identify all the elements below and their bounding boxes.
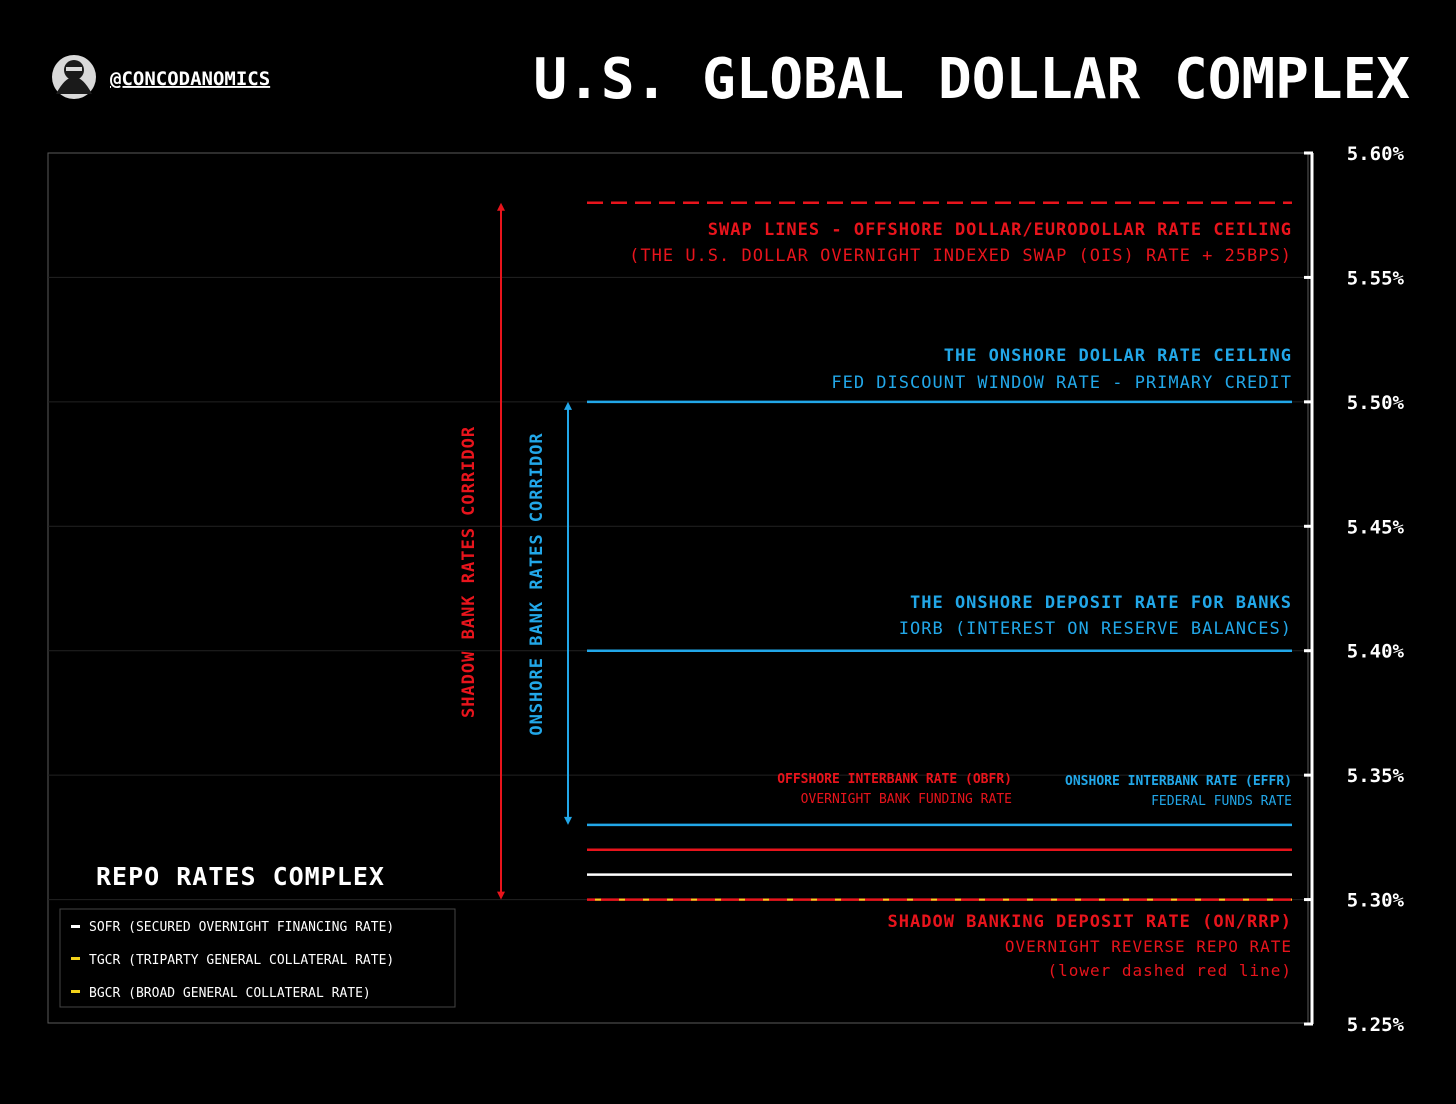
corridor-arrow-down-0 <box>497 891 505 900</box>
corridor-arrow-up-1 <box>564 401 572 410</box>
header: @CONCODANOMICS U.S. GLOBAL DOLLAR COMPLE… <box>52 47 1410 112</box>
deposit-title: THE ONSHORE DEPOSIT RATE FOR BANKS <box>910 593 1292 613</box>
corridor-arrow-down-1 <box>564 816 572 825</box>
plot-area <box>47 152 1309 1024</box>
legend-label: SOFR (SECURED OVERNIGHT FINANCING RATE) <box>89 920 394 935</box>
shadow-corridor-label: SHADOW BANK RATES CORRIDOR <box>459 426 479 718</box>
y-tick-label: 5.45% <box>1347 516 1405 538</box>
swap-title: SWAP LINES - OFFSHORE DOLLAR/EURODOLLAR … <box>708 220 1292 240</box>
legend-item: TGCR (TRIPARTY GENERAL COLLATERAL RATE) <box>71 953 394 968</box>
onshore-corridor-label: ONSHORE BANK RATES CORRIDOR <box>527 432 547 735</box>
legend-label: TGCR (TRIPARTY GENERAL COLLATERAL RATE) <box>89 953 394 968</box>
legend-swatch <box>71 990 80 993</box>
obfr-subtitle: OVERNIGHT BANK FUNDING RATE <box>801 792 1012 807</box>
obfr-title: OFFSHORE INTERBANK RATE (OBFR) <box>777 772 1012 787</box>
ceiling-title: THE ONSHORE DOLLAR RATE CEILING <box>944 346 1292 366</box>
y-tick-label: 5.30% <box>1347 890 1405 912</box>
y-axis: 5.60% 5.55% 5.50% 5.45% 5.40% 5.35% 5.30% 5.25% <box>1304 143 1405 1036</box>
handle-text[interactable]: @CONCODANOMICS <box>110 68 270 90</box>
y-ticks: 5.60% 5.55% 5.50% 5.45% 5.40% 5.35% 5.30% 5.25% <box>1304 143 1405 1036</box>
y-tick-label: 5.40% <box>1347 641 1405 663</box>
repo-title: REPO RATES COMPLEX <box>96 862 385 891</box>
corridors <box>497 202 572 900</box>
annotations: SWAP LINES - OFFSHORE DOLLAR/EURODOLLAR … <box>629 220 1292 980</box>
plot-frame <box>47 152 1309 1024</box>
y-tick-label: 5.55% <box>1347 267 1405 289</box>
effr-subtitle: FEDERAL FUNDS RATE <box>1151 794 1292 809</box>
legend-swatch <box>71 925 80 928</box>
legend-item: BGCR (BROAD GENERAL COLLATERAL RATE) <box>71 986 371 1001</box>
y-tick-label: 5.60% <box>1347 143 1405 165</box>
effr-title: ONSHORE INTERBANK RATE (EFFR) <box>1065 774 1292 789</box>
ceiling-subtitle: FED DISCOUNT WINDOW RATE - PRIMARY CREDI… <box>831 373 1292 393</box>
repo-legend-box <box>59 908 456 1008</box>
y-tick-label: 5.25% <box>1347 1014 1405 1036</box>
deposit-subtitle: IORB (INTEREST ON RESERVE BALANCES) <box>899 619 1292 639</box>
legend-label: BGCR (BROAD GENERAL COLLATERAL RATE) <box>89 986 371 1001</box>
y-tick-label: 5.35% <box>1347 765 1405 787</box>
rrp-note: (lower dashed red line) <box>1047 961 1292 980</box>
rate-lines <box>587 201 1292 901</box>
y-tick-label: 5.50% <box>1347 392 1405 414</box>
grid-lines <box>48 276 1308 901</box>
swap-subtitle: (THE U.S. DOLLAR OVERNIGHT INDEXED SWAP … <box>629 246 1292 266</box>
repo-rates-complex: REPO RATES COMPLEX SOFR (SECURED OVERNIG… <box>59 862 456 1008</box>
corridor-arrow-up-0 <box>497 202 505 211</box>
rrp-subtitle: OVERNIGHT REVERSE REPO RATE <box>1005 937 1292 956</box>
rrp-title: SHADOW BANKING DEPOSIT RATE (ON/RRP) <box>888 912 1292 932</box>
legend-swatch <box>71 957 80 960</box>
page-title: U.S. GLOBAL DOLLAR COMPLEX <box>533 47 1410 112</box>
legend-item: SOFR (SECURED OVERNIGHT FINANCING RATE) <box>71 920 394 935</box>
avatar[interactable] <box>52 55 96 99</box>
